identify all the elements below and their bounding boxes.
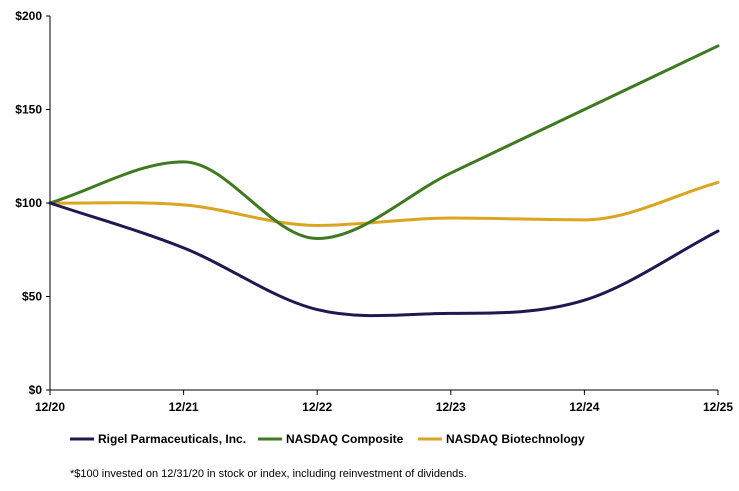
x-tick-label: 12/25 xyxy=(703,400,733,414)
y-tick-label: $50 xyxy=(22,290,42,304)
series-line-rigel-parmaceuticals-inc xyxy=(48,201,720,318)
x-tick-label: 12/24 xyxy=(569,400,599,414)
x-tick-label: 12/23 xyxy=(436,400,466,414)
axes xyxy=(46,15,719,395)
legend: Rigel Parmaceuticals, Inc. NASDAQ Composi… xyxy=(70,432,585,446)
x-tick-label: 12/21 xyxy=(169,400,199,414)
legend-label: NASDAQ Composite xyxy=(286,432,404,446)
series-line-nasdaq-biotechnology xyxy=(48,180,720,227)
x-tick-label: 12/22 xyxy=(302,400,332,414)
series-lines xyxy=(48,44,720,318)
series-line-nasdaq-composite xyxy=(48,44,720,241)
legend-label: NASDAQ Biotechnology xyxy=(446,432,585,446)
tick-labels: $0 $50 $100 $150 $200 12/20 12/21 12/22 12/23 12/… xyxy=(15,9,733,414)
y-tick-label: $100 xyxy=(15,196,42,210)
y-tick-label: $0 xyxy=(29,383,43,397)
y-tick-label: $150 xyxy=(15,103,42,117)
legend-label: Rigel Parmaceuticals, Inc. xyxy=(98,432,246,446)
y-tick-label: $200 xyxy=(15,9,42,23)
footnote: *$100 invested on 12/31/20 in stock or i… xyxy=(70,468,467,480)
x-tick-label: 12/20 xyxy=(35,400,65,414)
